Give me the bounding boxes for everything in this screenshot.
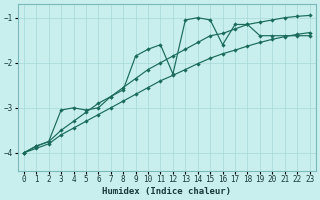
X-axis label: Humidex (Indice chaleur): Humidex (Indice chaleur) — [102, 187, 231, 196]
